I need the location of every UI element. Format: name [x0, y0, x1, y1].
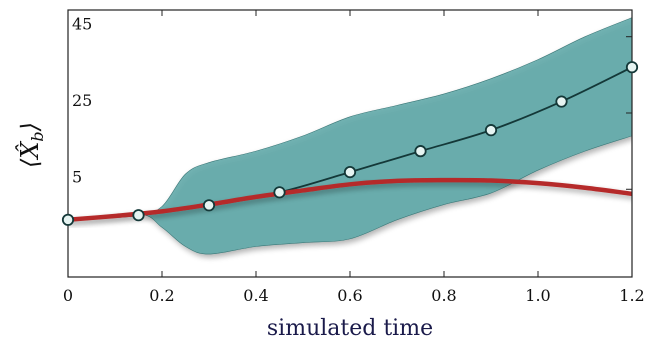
data-point-marker	[414, 145, 427, 158]
uncertainty-band	[68, 17, 632, 255]
data-point-marker	[202, 199, 216, 212]
y-tick-label: 25	[72, 91, 92, 110]
y-axis-title-open: ⟨	[16, 158, 44, 168]
data-point-marker	[132, 209, 145, 222]
axis-ticks: 0 0.2 0.4 0.6 0.8 1.0 1.2 5 25 45	[63, 10, 645, 305]
x-tick-label: 0.8	[431, 286, 456, 305]
y-axis-title: ⟨X̂b⟩	[16, 122, 47, 168]
x-axis-title: simulated time	[267, 316, 433, 341]
red-trend-line	[68, 177, 632, 223]
data-point-marker	[555, 95, 568, 108]
x-tick-label: 1.2	[619, 286, 644, 305]
y-tick-label: 5	[72, 167, 82, 186]
x-tick-label: 0	[63, 286, 73, 305]
x-tick-label: 1.0	[525, 286, 550, 305]
data-point-marker	[61, 213, 75, 226]
x-tick-label: 0.2	[149, 286, 174, 305]
y-axis-title-sub: b	[28, 131, 47, 141]
x-tick-label: 0.4	[243, 286, 268, 305]
data-point-marker	[484, 124, 498, 137]
data-point-marker	[273, 186, 286, 199]
uncertainty-band-layer	[68, 17, 632, 255]
series-markers-layer	[61, 61, 639, 226]
data-point-marker	[625, 61, 639, 74]
y-axis-title-main: X̂	[16, 141, 44, 161]
x-tick-label: 0.6	[337, 286, 362, 305]
y-axis-title-close: ⟩	[16, 122, 44, 132]
data-point-marker	[343, 166, 357, 179]
y-tick-label: 45	[72, 15, 92, 34]
